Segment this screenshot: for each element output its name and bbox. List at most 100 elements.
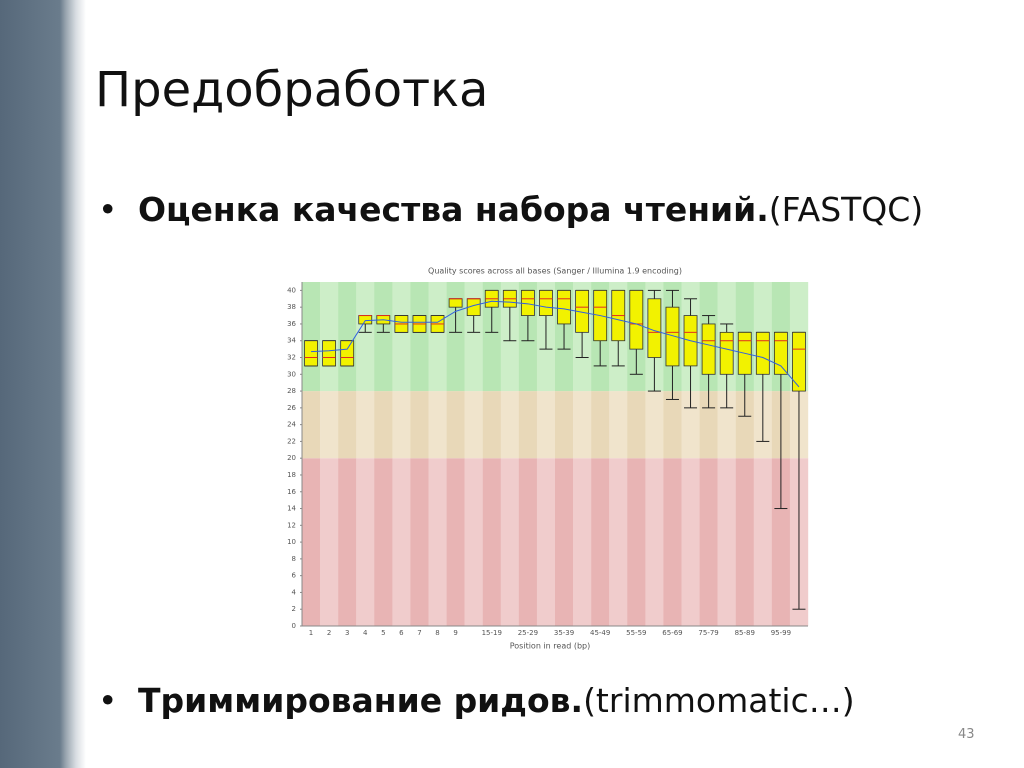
x-tick-label: 2 — [327, 629, 331, 637]
quality-zone — [338, 391, 357, 459]
quality-zone — [536, 458, 556, 626]
x-tick-label: 95-99 — [771, 629, 791, 637]
x-tick-label: 7 — [417, 629, 421, 637]
quality-zone — [627, 458, 646, 626]
y-tick-label: 10 — [287, 538, 296, 546]
box — [773, 331, 788, 375]
box — [647, 298, 662, 358]
quality-zone — [482, 391, 501, 459]
quality-zone — [609, 391, 628, 459]
box — [304, 340, 318, 367]
x-tick-label: 75-79 — [698, 629, 718, 637]
x-tick-label: 15-19 — [482, 629, 502, 637]
box — [322, 340, 337, 367]
quality-zone — [482, 458, 501, 626]
y-tick-label: 6 — [292, 572, 297, 580]
x-tick-label: 25-29 — [518, 629, 538, 637]
box — [792, 331, 806, 392]
quality-zone — [392, 391, 411, 459]
quality-zone — [500, 391, 520, 459]
y-tick-label: 28 — [287, 387, 296, 395]
y-tick-label: 8 — [292, 555, 296, 563]
box — [557, 289, 571, 325]
quality-zone — [753, 458, 773, 626]
y-tick-label: 22 — [287, 437, 296, 445]
quality-zone — [338, 282, 357, 392]
quality-zone — [410, 458, 429, 626]
quality-zone — [591, 458, 610, 626]
quality-zone — [591, 391, 610, 459]
quality-zone — [573, 458, 592, 626]
quality-zone — [663, 391, 682, 459]
quality-zone — [735, 458, 754, 626]
box — [340, 340, 355, 367]
quality-zone — [374, 282, 393, 392]
quality-zone — [699, 458, 718, 626]
quality-zone — [428, 282, 447, 392]
quality-zone — [374, 458, 393, 626]
quality-zone — [573, 391, 592, 459]
x-tick-label: 45-49 — [590, 629, 610, 637]
y-tick-label: 4 — [292, 588, 297, 596]
quality-zone — [446, 391, 465, 459]
quality-zone — [500, 458, 520, 626]
y-tick-label: 26 — [287, 404, 296, 412]
quality-zone — [302, 458, 321, 626]
bullet-text: (trimmomatic…) — [583, 681, 855, 720]
y-tick-label: 36 — [287, 320, 296, 328]
quality-zone — [771, 458, 791, 626]
quality-zone — [356, 458, 375, 626]
quality-zone — [717, 458, 736, 626]
bullet-bold: Триммирование ридов. — [138, 681, 584, 720]
y-tick-label: 20 — [287, 454, 296, 462]
quality-zone — [627, 391, 646, 459]
page-number: 43 — [958, 727, 975, 742]
x-tick-label: 1 — [309, 629, 313, 637]
quality-zone — [645, 391, 664, 459]
quality-zone — [555, 391, 574, 459]
x-tick-label: 3 — [345, 629, 349, 637]
quality-zone — [735, 391, 754, 459]
quality-zone — [464, 391, 483, 459]
y-tick-label: 2 — [292, 605, 296, 613]
mean-line — [311, 300, 800, 388]
quality-zone — [446, 458, 465, 626]
x-tick-label: 85-89 — [735, 629, 755, 637]
quality-zone — [392, 458, 411, 626]
y-tick-label: 14 — [287, 505, 296, 513]
y-tick-label: 30 — [287, 370, 296, 378]
quality-zone — [302, 391, 321, 459]
bullet-bold: Оценка качества набора чтений. — [138, 190, 769, 229]
bullet-text: (FASTQC) — [768, 190, 924, 229]
y-tick-label: 34 — [287, 337, 296, 345]
quality-zone — [356, 391, 375, 459]
x-tick-label: 4 — [363, 629, 368, 637]
chart-title: Quality scores across all bases (Sanger … — [428, 267, 682, 276]
quality-zone — [320, 282, 339, 392]
y-tick-label: 40 — [287, 286, 296, 294]
y-tick-label: 32 — [287, 354, 296, 362]
quality-zone — [464, 458, 483, 626]
y-tick-label: 24 — [287, 421, 296, 429]
quality-zone — [681, 458, 700, 626]
x-tick-label: 9 — [453, 629, 457, 637]
quality-zone — [320, 391, 339, 459]
quality-zone — [410, 391, 429, 459]
quality-zone — [663, 458, 682, 626]
quality-zone — [302, 282, 321, 392]
quality-zone — [392, 282, 411, 392]
quality-zone — [609, 458, 628, 626]
box — [629, 289, 644, 350]
x-tick-label: 6 — [399, 629, 404, 637]
box — [539, 289, 553, 316]
quality-zone — [428, 391, 447, 459]
x-tick-label: 65-69 — [662, 629, 682, 637]
y-tick-label: 16 — [287, 488, 296, 496]
box — [448, 298, 463, 308]
y-tick-label: 12 — [287, 521, 296, 529]
box — [701, 323, 716, 375]
x-tick-label: 5 — [381, 629, 385, 637]
quality-zone — [645, 458, 664, 626]
y-tick-label: 18 — [287, 471, 296, 479]
quality-zone — [518, 391, 538, 459]
